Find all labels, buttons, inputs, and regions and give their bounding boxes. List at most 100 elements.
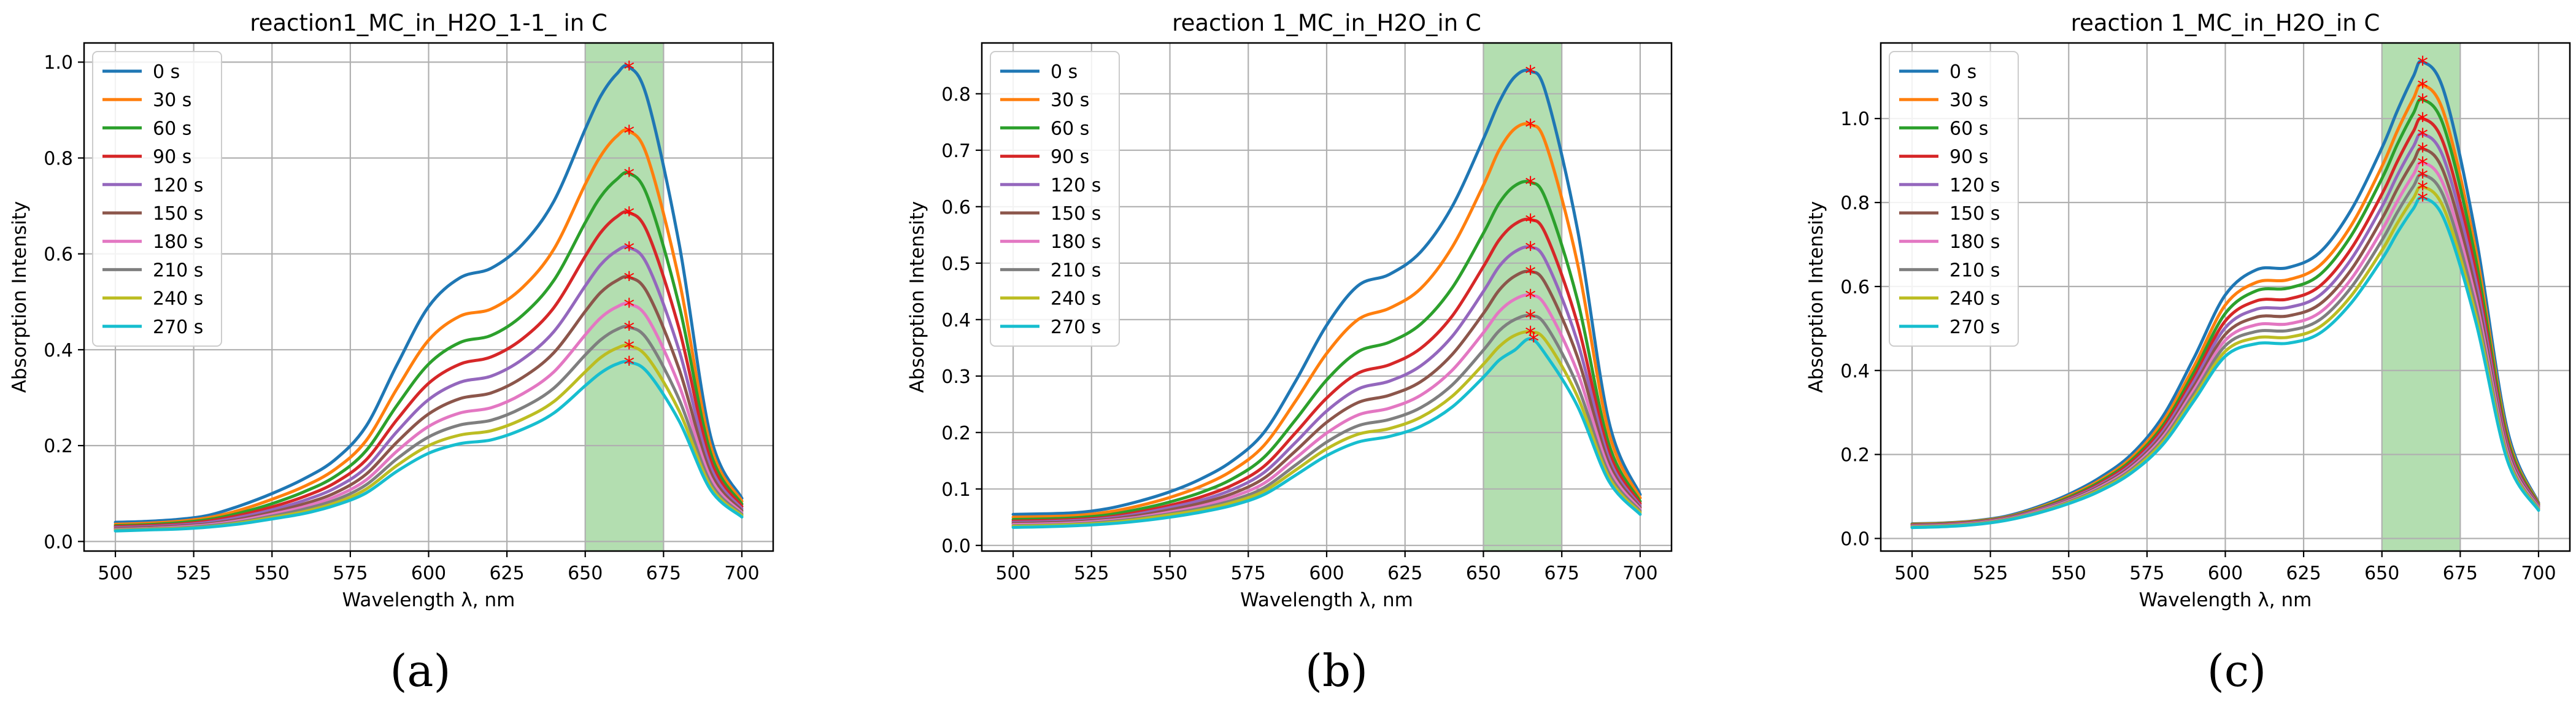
x-tick-label: 550 — [255, 563, 290, 584]
chart-title: reaction 1_MC_in_H2O_in C — [1172, 10, 1481, 36]
x-tick-label: 700 — [724, 563, 759, 584]
legend-entry: 0 s — [1949, 61, 1976, 83]
legend-entry: 90 s — [1051, 147, 1089, 168]
x-tick-label: 625 — [2286, 563, 2321, 584]
peak-marker: * — [1525, 115, 1536, 140]
legend-entry: 60 s — [1051, 118, 1089, 139]
series-line-0s — [114, 64, 744, 524]
x-tick-label: 600 — [2208, 563, 2243, 584]
series-line-120s — [1011, 245, 1642, 524]
y-tick-label: 0.4 — [941, 310, 971, 331]
chart-title: reaction 1_MC_in_H2O_in C — [2071, 10, 2380, 36]
legend-entry: 0 s — [153, 61, 180, 83]
legend-entry: 210 s — [1051, 260, 1101, 281]
legend-entry: 30 s — [153, 90, 191, 111]
series-line-240s — [1011, 330, 1642, 528]
peak-marker: * — [2417, 165, 2428, 190]
legend-entry: 150 s — [153, 203, 203, 225]
x-tick-label: 600 — [1309, 563, 1344, 584]
peak-marker: * — [623, 57, 634, 82]
legend-entry: 270 s — [1051, 317, 1101, 338]
panel-caption: (a) — [390, 645, 450, 696]
series-group — [1011, 68, 1642, 529]
legend-box — [990, 51, 1120, 347]
legend-entry: 180 s — [1051, 231, 1101, 253]
peak-marker: * — [1525, 237, 1536, 263]
legend-entry: 30 s — [1949, 90, 1988, 111]
x-axis-label: Wavelength λ, nm — [1240, 589, 1413, 611]
x-tick-label: 575 — [2129, 563, 2164, 584]
peak-marker: * — [623, 163, 634, 188]
legend-entry: 120 s — [153, 175, 203, 196]
series-line-60s — [114, 171, 744, 528]
x-tick-label: 700 — [2521, 563, 2556, 584]
peak-marker: * — [623, 352, 634, 377]
chart-panel-1: **********500 525 550 575 600 625 650 675 7000.0… — [9, 10, 774, 696]
y-tick-label: 0.8 — [44, 148, 73, 169]
x-tick-label: 500 — [995, 563, 1030, 584]
chart-title: reaction1_MC_in_H2O_1-1_ in C — [250, 10, 607, 36]
peak-marker: * — [1525, 306, 1536, 331]
x-tick-label: 600 — [411, 563, 446, 584]
legend-entry: 0 s — [1051, 61, 1078, 83]
x-tick-label: 575 — [333, 563, 368, 584]
peak-marker: * — [623, 238, 634, 263]
y-tick-label: 0.8 — [1840, 193, 1870, 214]
legend-entry: 120 s — [1949, 175, 2000, 196]
peak-marker: * — [623, 336, 634, 361]
y-tick-label: 0.7 — [941, 141, 971, 162]
y-tick-label: 0.2 — [1840, 445, 1870, 466]
peak-marker: * — [1528, 329, 1539, 354]
x-tick-label: 650 — [1466, 563, 1501, 584]
y-tick-label: 0.6 — [941, 197, 971, 218]
peak-marker: * — [2417, 139, 2428, 164]
y-tick-label: 0.0 — [941, 536, 971, 557]
peak-marker: * — [2417, 75, 2428, 100]
chart-panel-2: **********500 525 550 575 600 625 650 675 7000.0… — [906, 10, 1673, 696]
x-tick-label: 675 — [646, 563, 681, 584]
x-tick-label: 625 — [489, 563, 524, 584]
panel-caption: (c) — [2207, 645, 2267, 696]
y-axis-label: Absorption Intensity — [9, 201, 31, 393]
y-tick-label: 0.2 — [941, 423, 971, 444]
peak-marker: * — [2417, 153, 2428, 178]
peak-marker: * — [2417, 124, 2428, 149]
series-line-90s — [1011, 217, 1642, 523]
legend-entry: 90 s — [1949, 147, 1988, 168]
legend-entry: 60 s — [153, 118, 191, 139]
legend-entry: 270 s — [153, 317, 203, 338]
legend-entry: 150 s — [1949, 203, 2000, 225]
legend-entry: 240 s — [1949, 288, 2000, 310]
series-line-270s — [1011, 337, 1642, 529]
legend-entry: 240 s — [1051, 288, 1101, 310]
peak-marker: * — [2417, 52, 2428, 77]
x-tick-label: 675 — [1544, 563, 1579, 584]
y-tick-label: 0.3 — [941, 366, 971, 388]
series-group — [114, 64, 744, 533]
legend-entry: 120 s — [1051, 175, 1101, 196]
series-line-270s — [114, 360, 744, 533]
peak-marker: * — [2417, 188, 2428, 214]
y-tick-label: 0.5 — [941, 253, 971, 275]
legend-entry: 210 s — [153, 260, 203, 281]
legend-entry: 240 s — [153, 288, 203, 310]
x-tick-label: 525 — [176, 563, 211, 584]
x-tick-label: 525 — [1074, 563, 1109, 584]
peak-marker: * — [623, 203, 634, 228]
y-tick-label: 1.0 — [44, 52, 73, 74]
legend-entry: 60 s — [1949, 118, 1988, 139]
x-axis-label: Wavelength λ, nm — [342, 589, 515, 611]
legend-box — [92, 51, 222, 347]
y-tick-label: 1.0 — [1840, 109, 1870, 130]
y-tick-label: 0.2 — [44, 436, 73, 457]
series-line-30s — [1011, 122, 1642, 519]
series-line-120s — [114, 245, 744, 530]
series-group — [1910, 60, 2540, 530]
peak-marker: * — [623, 295, 634, 320]
legend-entry: 180 s — [1949, 231, 2000, 253]
legend-box — [1889, 51, 2019, 347]
peak-marker: * — [1525, 322, 1536, 347]
peak-marker: * — [623, 317, 634, 342]
x-tick-label: 500 — [98, 563, 133, 584]
legend-entry: 30 s — [1051, 90, 1089, 111]
